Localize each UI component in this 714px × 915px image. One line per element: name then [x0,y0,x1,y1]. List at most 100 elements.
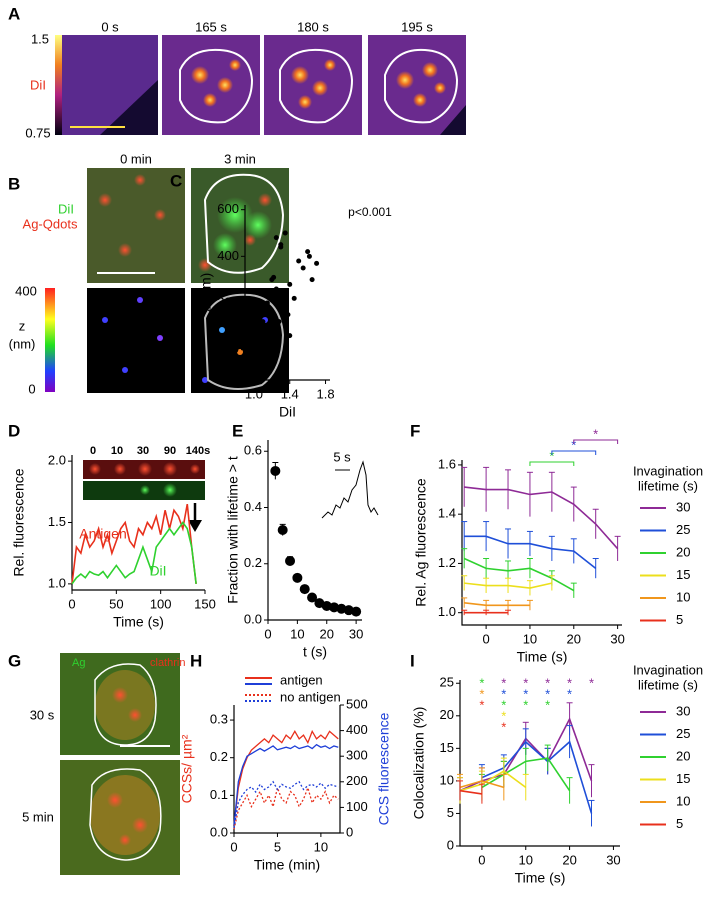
colorbar-max: 400 [15,283,37,298]
x-tick-label: 100 [150,596,172,611]
y-axis-label: Rel. Ag fluorescence [413,478,429,607]
panel-label: C [170,171,182,190]
data-point [278,242,284,248]
y2-tick-label: 100 [346,799,368,814]
data-point [270,465,281,476]
data-point [296,258,302,264]
data-point [273,286,279,292]
inset-label: 10 [111,445,123,457]
channel-label: clathrin [150,657,185,669]
time-label: 195 s [401,19,433,34]
data-point [251,361,257,367]
legend-label: no antigen [280,689,341,704]
data-point [252,328,258,334]
data-point [271,274,277,280]
y2-tick-label: 200 [346,773,368,788]
data-point [314,260,320,266]
panel-label: H [190,651,202,670]
legend-title: lifetime (s) [638,478,698,493]
significance-bracket [551,450,597,455]
significance-star: * [589,675,594,690]
data-point [262,312,268,318]
inset-label: 30 [137,445,149,457]
panel-g-images [60,653,180,875]
y-tick-label: 0.0 [210,824,228,839]
data-point [299,584,310,595]
panel-label: G [8,651,21,670]
legend-title: Invagination [633,662,703,677]
colorbar-min: 0.75 [25,125,50,140]
x-axis-label: t (s) [303,644,327,660]
axes [244,205,330,381]
data-point [300,265,306,271]
legend-label: 5 [676,816,683,831]
image [162,35,260,135]
x-tick-label: 30 [606,852,620,867]
y-tick-label: 1.5 [48,514,66,529]
significance-star: * [479,697,484,712]
significance-star: * [567,686,572,701]
data-point [307,592,318,603]
x-tick-label: 10 [290,626,304,641]
data-point [306,253,312,259]
y-tick-label: 0 [232,341,239,356]
annotation: p<0.001 [348,205,392,219]
time-label: 30 s [30,707,55,722]
significance-star: * [479,675,484,690]
panel-label: F [410,421,420,440]
time-label: 165 s [195,19,227,34]
y-tick-label: 1.0 [48,575,66,590]
panel-label: E [232,421,243,440]
x-tick-label: 1.8 [316,386,334,401]
time-label: 3 min [224,151,256,166]
data-line [233,743,339,826]
significance-star: * [545,675,550,690]
y-tick-label: 0.6 [244,443,262,458]
colorbar-label: z [19,318,26,333]
legend-title: lifetime (s) [638,677,698,692]
x-tick-label: 0 [230,839,237,854]
y-tick-label: 0 [447,837,454,852]
significance-star: * [523,675,528,690]
significance-star: * [593,426,598,441]
significance-bracket [573,439,619,444]
x-tick-label: 150 [194,596,216,611]
legend-label: antigen [280,672,323,687]
x-tick-label: 1.0 [245,386,263,401]
significance-star: * [523,686,528,701]
data-point [255,333,261,339]
legend-title: Invagination [633,463,703,478]
legend-label: 25 [676,726,690,741]
y-tick-label: 0.4 [244,499,262,514]
data-point [291,295,297,301]
data-point [285,312,291,318]
x-axis-label: Time (s) [515,870,566,886]
x-tick-label: 1.4 [281,386,299,401]
y-tick-label: 600 [217,201,239,216]
significance-star: * [501,686,506,701]
colorbar-min: 0 [28,381,35,396]
data-point [273,235,279,241]
significance-star: * [571,437,576,452]
kymograph-inset [83,460,205,532]
legend-label: 15 [676,771,690,786]
data-line [459,770,527,792]
data-point [276,319,282,325]
x-tick-label: 5 [274,839,281,854]
legend-label: 10 [676,793,690,808]
trace-inset [321,460,379,519]
significance-star: * [501,697,506,712]
data-line [464,602,530,607]
inset-label: 90 [164,445,176,457]
x-tick-label: 0 [264,626,271,641]
panel-label: I [410,651,415,670]
y-tick-label: 1.4 [438,506,456,521]
y-tick-label: 200 [217,294,239,309]
series-label: DiI [149,563,166,579]
y-tick-label: 1.0 [438,604,456,619]
panel-b-images [45,168,289,393]
data-line [233,785,339,830]
data-line [71,503,197,584]
y-tick-label: 0.2 [210,749,228,764]
data-point [258,340,264,346]
